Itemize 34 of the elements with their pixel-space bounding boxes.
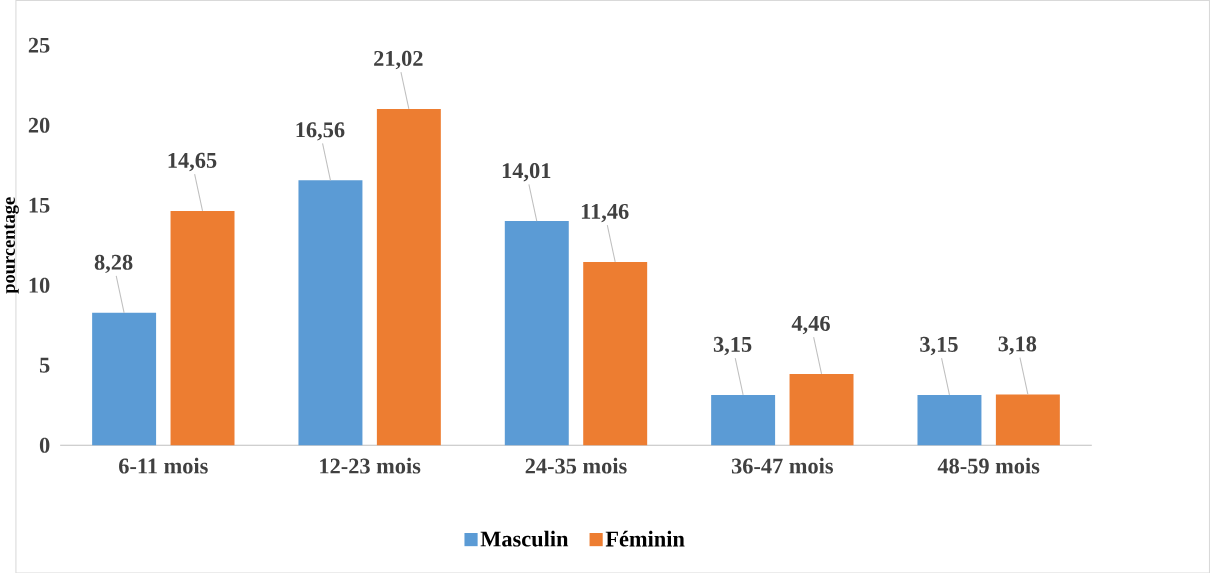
data-label: 14,65 xyxy=(168,152,217,171)
bar xyxy=(298,180,363,446)
data-label: 11,46 xyxy=(581,203,629,222)
x-tick-label: 48-59 mois xyxy=(937,457,1040,474)
data-label: 3,15 xyxy=(920,336,958,355)
x-tick-label: 12-23 mois xyxy=(320,457,421,474)
data-label: 4,46 xyxy=(791,315,830,334)
bar xyxy=(995,394,1060,446)
bar xyxy=(376,108,441,446)
bar xyxy=(789,373,854,446)
data-label: 16,56 xyxy=(296,122,345,141)
y-tick-label: 15 xyxy=(29,197,50,213)
y-axis-title: pourcentage xyxy=(4,197,19,294)
y-tick-label: 10 xyxy=(29,277,50,293)
y-tick-label: 0 xyxy=(39,437,50,453)
y-tick-label: 25 xyxy=(28,37,50,53)
x-tick-label: 6-11 mois xyxy=(119,457,208,474)
legend-label: Masculin xyxy=(480,530,569,547)
legend-label: Féminin xyxy=(605,530,685,547)
bar xyxy=(504,220,569,446)
data-label: 14,01 xyxy=(502,162,551,182)
data-label: 3,15 xyxy=(713,336,752,355)
bar xyxy=(711,394,776,446)
data-label: 8,28 xyxy=(94,254,133,273)
x-tick-label: 24-35 mois xyxy=(525,457,627,474)
bar xyxy=(170,210,235,446)
y-tick-label: 5 xyxy=(39,357,50,373)
x-tick-label: 36-47 mois xyxy=(731,457,834,474)
bar xyxy=(583,261,648,446)
bar xyxy=(92,312,157,446)
data-label: 3,18 xyxy=(998,336,1037,355)
y-tick-label: 20 xyxy=(28,117,50,133)
data-label: 21,02 xyxy=(374,50,423,69)
bar xyxy=(917,394,982,446)
